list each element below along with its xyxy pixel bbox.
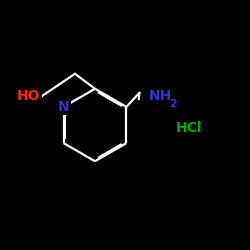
Text: N: N [58,100,70,114]
Text: 2: 2 [169,99,177,109]
Text: NH: NH [149,89,172,103]
Text: HCl: HCl [176,120,202,134]
Text: HO: HO [17,89,40,103]
